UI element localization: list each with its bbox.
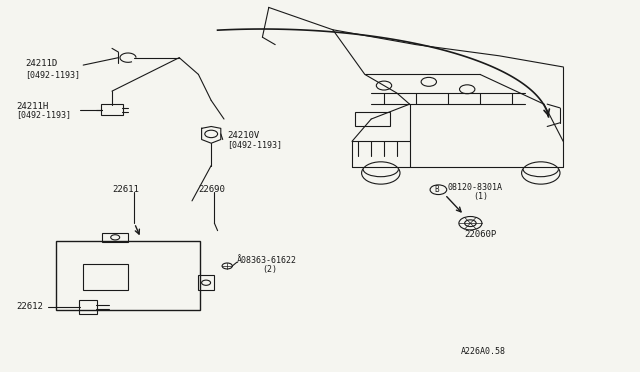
Text: A226A0.58: A226A0.58 <box>461 347 506 356</box>
Text: [0492-1193]: [0492-1193] <box>26 70 81 79</box>
Text: Å08363-61622: Å08363-61622 <box>237 256 297 265</box>
Text: 24211H: 24211H <box>16 102 48 110</box>
Text: 22690: 22690 <box>198 185 225 194</box>
Bar <box>355 112 390 126</box>
Text: 22060P: 22060P <box>464 230 496 239</box>
Text: 22612: 22612 <box>16 302 43 311</box>
Text: 22611: 22611 <box>112 185 139 194</box>
Bar <box>83 264 128 290</box>
Text: 24211D: 24211D <box>26 59 58 68</box>
Text: [0492-1193]: [0492-1193] <box>227 140 282 149</box>
Text: [0492-1193]: [0492-1193] <box>16 110 71 119</box>
Text: 08120-8301A: 08120-8301A <box>448 183 503 192</box>
Text: (1): (1) <box>474 192 488 201</box>
Bar <box>198 275 214 290</box>
Text: B: B <box>435 185 440 194</box>
Bar <box>102 232 128 242</box>
Text: (2): (2) <box>262 265 277 274</box>
Text: 24210V: 24210V <box>227 131 259 140</box>
